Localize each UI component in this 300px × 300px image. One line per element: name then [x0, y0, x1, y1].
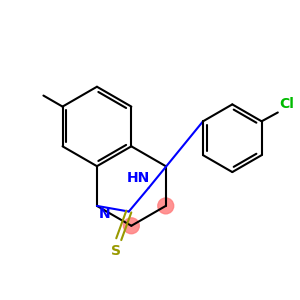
- Text: HN: HN: [127, 171, 150, 185]
- Text: S: S: [111, 244, 121, 258]
- Text: N: N: [98, 207, 110, 221]
- Circle shape: [158, 198, 174, 214]
- Text: Cl: Cl: [279, 97, 294, 111]
- Circle shape: [123, 218, 139, 234]
